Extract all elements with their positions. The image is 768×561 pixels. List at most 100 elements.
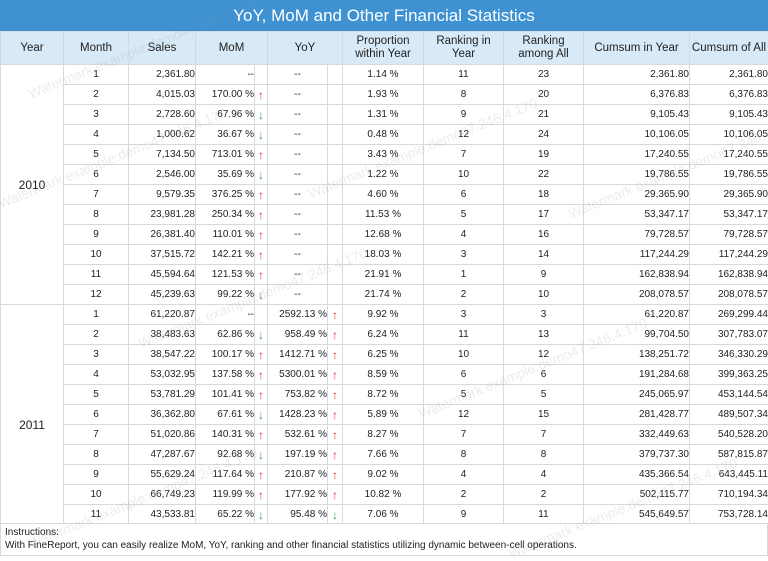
month-cell: 7 [64, 425, 129, 445]
down-arrow-icon: ↓ [255, 285, 268, 305]
yoy-cell: -- [268, 165, 328, 185]
cumsum-year-cell: 281,428.77 [584, 405, 690, 425]
proportion-cell: 9.02 % [343, 465, 424, 485]
up-arrow-icon: ↑ [328, 405, 343, 425]
header-proportion: Proportion within Year [343, 32, 424, 65]
cumsum-all-cell: 269,299.44 [690, 305, 768, 325]
cumsum-year-cell: 191,284.68 [584, 365, 690, 385]
yoy-cell: -- [268, 265, 328, 285]
cumsum-year-cell: 435,366.54 [584, 465, 690, 485]
month-cell: 10 [64, 245, 129, 265]
header-cumsum-year: Cumsum in Year [584, 32, 690, 65]
mom-cell: 170.00 % [196, 85, 255, 105]
ranking-year-cell: 8 [424, 445, 504, 465]
cumsum-all-cell: 307,783.07 [690, 325, 768, 345]
ranking-year-cell: 8 [424, 85, 504, 105]
mom-cell: 119.99 % [196, 485, 255, 505]
up-arrow-icon: ↑ [328, 305, 343, 325]
cumsum-all-cell: 587,815.87 [690, 445, 768, 465]
yoy-cell: -- [268, 185, 328, 205]
up-arrow-icon: ↑ [255, 85, 268, 105]
mom-cell: 36.67 % [196, 125, 255, 145]
arrow-empty-cell [328, 165, 343, 185]
ranking-all-cell: 16 [504, 225, 584, 245]
ranking-all-cell: 9 [504, 265, 584, 285]
sales-cell: 53,032.95 [129, 365, 196, 385]
arrow-empty-cell [328, 185, 343, 205]
cumsum-all-cell: 9,105.43 [690, 105, 768, 125]
down-arrow-icon: ↓ [255, 405, 268, 425]
month-cell: 11 [64, 265, 129, 285]
proportion-cell: 6.25 % [343, 345, 424, 365]
down-arrow-icon: ↓ [255, 505, 268, 525]
cumsum-all-cell: 6,376.83 [690, 85, 768, 105]
yoy-cell: -- [268, 245, 328, 265]
header-row: Year Month Sales MoM YoY Proportion with… [1, 32, 768, 65]
up-arrow-icon: ↑ [332, 368, 338, 382]
yoy-cell: -- [268, 65, 328, 85]
month-cell: 7 [64, 185, 129, 205]
yoy-cell: 210.87 % [268, 465, 328, 485]
cumsum-year-cell: 29,365.90 [584, 185, 690, 205]
ranking-all-cell: 20 [504, 85, 584, 105]
cumsum-year-cell: 245,065.97 [584, 385, 690, 405]
header-yoy: YoY [268, 32, 343, 65]
header-year: Year [1, 32, 64, 65]
ranking-all-cell: 13 [504, 325, 584, 345]
mom-cell: 140.31 % [196, 425, 255, 445]
ranking-all-cell: 5 [504, 385, 584, 405]
arrow-empty-cell [328, 65, 343, 85]
ranking-year-cell: 11 [424, 325, 504, 345]
ranking-year-cell: 2 [424, 485, 504, 505]
up-arrow-icon: ↑ [258, 428, 264, 442]
cumsum-all-cell: 17,240.55 [690, 145, 768, 165]
up-arrow-icon: ↑ [332, 448, 338, 462]
up-arrow-icon: ↑ [258, 148, 264, 162]
cumsum-year-cell: 502,115.77 [584, 485, 690, 505]
cumsum-all-cell: 29,365.90 [690, 185, 768, 205]
up-arrow-icon: ↑ [255, 145, 268, 165]
cumsum-all-cell: 208,078.57 [690, 285, 768, 305]
cumsum-year-cell: 79,728.57 [584, 225, 690, 245]
yoy-cell: -- [268, 205, 328, 225]
sales-cell: 2,361.80 [129, 65, 196, 85]
up-arrow-icon: ↑ [258, 488, 264, 502]
ranking-year-cell: 1 [424, 265, 504, 285]
month-cell: 8 [64, 205, 129, 225]
proportion-cell: 18.03 % [343, 245, 424, 265]
month-cell: 11 [64, 505, 129, 525]
sales-cell: 36,362.80 [129, 405, 196, 425]
sales-cell: 38,547.22 [129, 345, 196, 365]
mom-cell: 35.69 % [196, 165, 255, 185]
cumsum-year-cell: 17,240.55 [584, 145, 690, 165]
yoy-cell: -- [268, 285, 328, 305]
mom-cell: 101.41 % [196, 385, 255, 405]
month-cell: 2 [64, 325, 129, 345]
down-arrow-icon: ↓ [258, 108, 264, 122]
cumsum-all-cell: 753,728.14 [690, 505, 768, 525]
mom-cell: -- [196, 305, 255, 325]
financial-table: Year Month Sales MoM YoY Proportion with… [0, 31, 768, 545]
cumsum-all-cell: 117,244.29 [690, 245, 768, 265]
mom-cell: 110.01 % [196, 225, 255, 245]
proportion-cell: 3.43 % [343, 145, 424, 165]
down-arrow-icon: ↓ [255, 445, 268, 465]
up-arrow-icon: ↑ [328, 385, 343, 405]
arrow-empty-cell [255, 65, 268, 85]
sales-cell: 45,239.63 [129, 285, 196, 305]
cumsum-year-cell: 138,251.72 [584, 345, 690, 365]
up-arrow-icon: ↑ [332, 308, 338, 322]
up-arrow-icon: ↑ [258, 388, 264, 402]
sales-cell: 4,015.03 [129, 85, 196, 105]
mom-cell: 137.58 % [196, 365, 255, 385]
